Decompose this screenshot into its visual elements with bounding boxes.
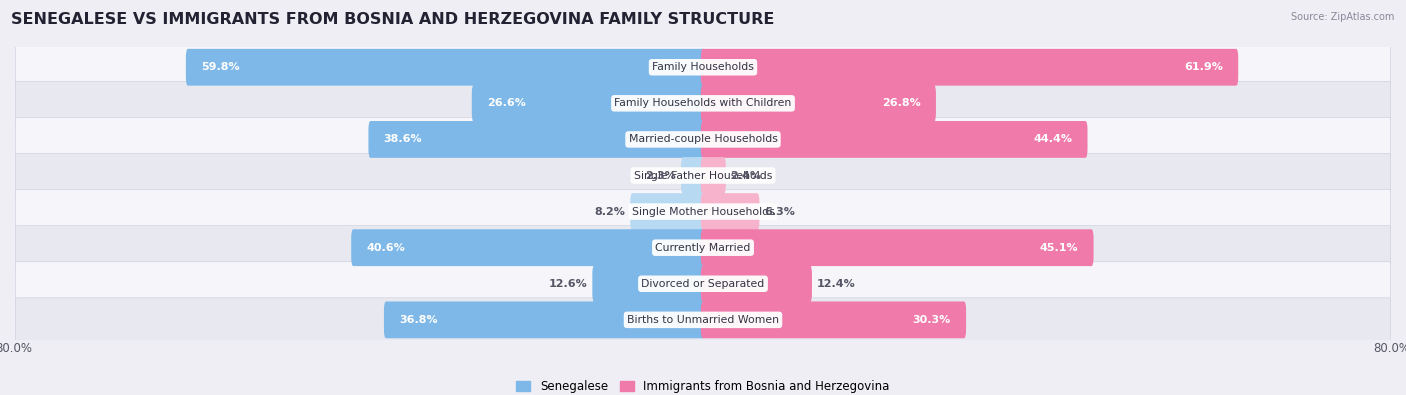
Text: Family Households with Children: Family Households with Children (614, 98, 792, 108)
FancyBboxPatch shape (472, 85, 706, 122)
FancyBboxPatch shape (592, 265, 706, 302)
Text: 2.3%: 2.3% (645, 171, 676, 181)
FancyBboxPatch shape (700, 121, 1087, 158)
FancyBboxPatch shape (15, 262, 1391, 306)
FancyBboxPatch shape (368, 121, 706, 158)
FancyBboxPatch shape (700, 193, 759, 230)
Text: 12.6%: 12.6% (548, 279, 588, 289)
FancyBboxPatch shape (186, 49, 706, 86)
FancyBboxPatch shape (352, 229, 706, 266)
Text: 38.6%: 38.6% (384, 134, 422, 145)
FancyBboxPatch shape (15, 190, 1391, 233)
FancyBboxPatch shape (15, 154, 1391, 198)
Text: 6.3%: 6.3% (763, 207, 794, 216)
Text: Family Households: Family Households (652, 62, 754, 72)
FancyBboxPatch shape (15, 298, 1391, 342)
FancyBboxPatch shape (15, 45, 1391, 89)
Text: 30.3%: 30.3% (912, 315, 950, 325)
FancyBboxPatch shape (630, 193, 706, 230)
Text: 26.8%: 26.8% (882, 98, 921, 108)
Text: 45.1%: 45.1% (1040, 243, 1078, 253)
Text: 2.4%: 2.4% (731, 171, 762, 181)
Text: Single Mother Households: Single Mother Households (631, 207, 775, 216)
Text: 36.8%: 36.8% (399, 315, 437, 325)
Text: Divorced or Separated: Divorced or Separated (641, 279, 765, 289)
Text: 8.2%: 8.2% (595, 207, 626, 216)
FancyBboxPatch shape (681, 157, 706, 194)
Text: 26.6%: 26.6% (486, 98, 526, 108)
Text: Single Father Households: Single Father Households (634, 171, 772, 181)
Text: SENEGALESE VS IMMIGRANTS FROM BOSNIA AND HERZEGOVINA FAMILY STRUCTURE: SENEGALESE VS IMMIGRANTS FROM BOSNIA AND… (11, 12, 775, 27)
Text: 61.9%: 61.9% (1184, 62, 1223, 72)
FancyBboxPatch shape (700, 49, 1239, 86)
FancyBboxPatch shape (15, 117, 1391, 162)
FancyBboxPatch shape (700, 229, 1094, 266)
Text: Source: ZipAtlas.com: Source: ZipAtlas.com (1291, 12, 1395, 22)
Text: 12.4%: 12.4% (817, 279, 855, 289)
FancyBboxPatch shape (15, 81, 1391, 125)
Text: Married-couple Households: Married-couple Households (628, 134, 778, 145)
Text: 59.8%: 59.8% (201, 62, 239, 72)
FancyBboxPatch shape (384, 301, 706, 338)
Text: 44.4%: 44.4% (1033, 134, 1073, 145)
FancyBboxPatch shape (700, 157, 725, 194)
Text: Currently Married: Currently Married (655, 243, 751, 253)
FancyBboxPatch shape (15, 226, 1391, 270)
FancyBboxPatch shape (700, 265, 811, 302)
Text: Births to Unmarried Women: Births to Unmarried Women (627, 315, 779, 325)
FancyBboxPatch shape (700, 85, 936, 122)
Legend: Senegalese, Immigrants from Bosnia and Herzegovina: Senegalese, Immigrants from Bosnia and H… (512, 376, 894, 395)
FancyBboxPatch shape (700, 301, 966, 338)
Text: 40.6%: 40.6% (367, 243, 405, 253)
